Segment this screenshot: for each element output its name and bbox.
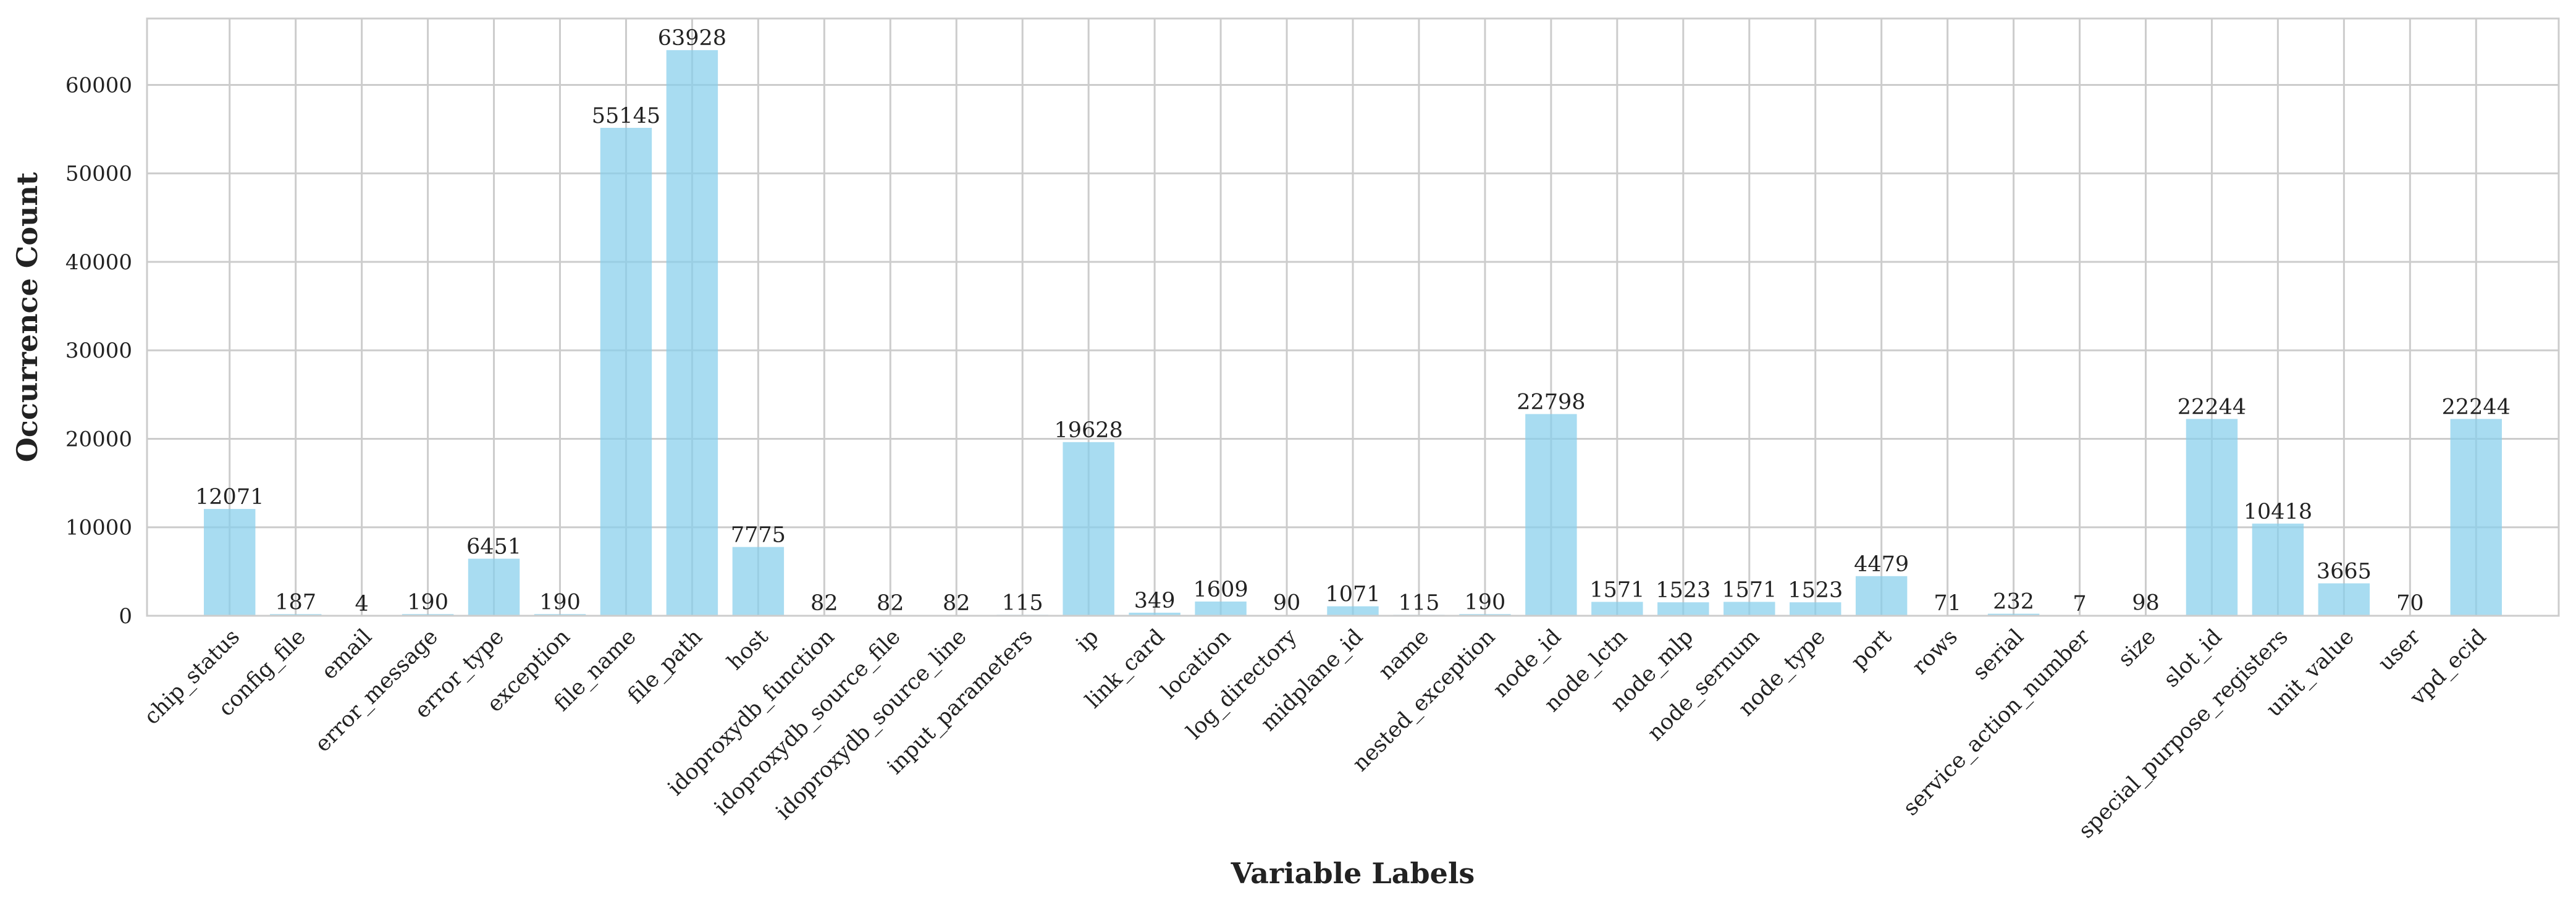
- x-tick-label: user: [2373, 624, 2425, 676]
- data-label: 3665: [2317, 559, 2372, 584]
- bar: [2252, 524, 2304, 616]
- bar: [600, 128, 652, 616]
- data-label: 22244: [2178, 395, 2246, 419]
- data-label: 4: [355, 592, 368, 616]
- x-tick-label: size: [2113, 624, 2161, 672]
- data-label: 63928: [658, 26, 726, 51]
- data-label: 10418: [2244, 500, 2312, 524]
- x-tick-label: port: [1846, 624, 1896, 674]
- y-tick-label: 10000: [65, 516, 132, 540]
- data-label: 7775: [731, 523, 786, 548]
- y-tick-label: 50000: [65, 162, 132, 187]
- data-label: 1071: [1325, 582, 1380, 607]
- y-tick-label: 60000: [65, 73, 132, 98]
- y-tick-label: 20000: [65, 427, 132, 451]
- data-label: 115: [1002, 590, 1043, 615]
- bar: [1063, 442, 1114, 616]
- bar: [1327, 607, 1378, 616]
- x-tick-label: serial: [1968, 624, 2029, 685]
- data-label: 1571: [1722, 577, 1777, 602]
- x-tick-label: ip: [1071, 624, 1103, 657]
- bar: [2186, 419, 2237, 616]
- data-label: 190: [539, 590, 581, 615]
- data-label: 232: [1993, 590, 2034, 615]
- data-label: 82: [877, 591, 904, 616]
- data-label: 187: [275, 590, 316, 615]
- data-label: 98: [2132, 591, 2160, 616]
- data-label: 190: [1465, 590, 1506, 615]
- bar: [1195, 602, 1246, 616]
- bar: [204, 509, 255, 616]
- data-label: 349: [1134, 589, 1176, 613]
- x-axis-title: Variable Labels: [1231, 857, 1475, 890]
- data-label: 6451: [466, 535, 521, 560]
- x-tick-label: host: [723, 624, 773, 675]
- bar: [733, 547, 784, 616]
- x-tick-label: node_sernum: [1643, 624, 1765, 746]
- data-label: 90: [1273, 591, 1301, 616]
- data-label: 12071: [195, 485, 264, 510]
- data-label: 82: [810, 591, 838, 616]
- bar: [1856, 576, 1907, 616]
- bar: [1657, 602, 1709, 616]
- bar: [2318, 583, 2370, 616]
- data-label: 115: [1399, 590, 1440, 615]
- x-tick-label: rows: [1908, 624, 1963, 679]
- bar: [1591, 602, 1643, 616]
- y-tick-label: 0: [119, 604, 132, 629]
- data-label: 71: [1934, 591, 1961, 616]
- data-label: 22244: [2442, 395, 2511, 419]
- data-label: 1609: [1193, 577, 1248, 602]
- y-tick-label: 30000: [65, 338, 132, 363]
- x-tick-label: name: [1374, 624, 1434, 684]
- label-layer: 010000200003000040000500006000012071chip…: [65, 26, 2511, 843]
- data-label: 7: [2073, 592, 2086, 616]
- bar: [1724, 602, 1775, 616]
- bar: [1790, 602, 1841, 616]
- data-label: 22798: [1517, 390, 1585, 414]
- bar: [1525, 414, 1576, 616]
- data-label: 1523: [1788, 578, 1843, 603]
- data-label: 190: [407, 590, 448, 615]
- data-label: 19628: [1054, 418, 1122, 443]
- data-label: 70: [2396, 591, 2424, 616]
- x-tick-label: error_message: [310, 624, 442, 757]
- data-label: 1571: [1589, 577, 1644, 602]
- data-label: 82: [943, 591, 970, 616]
- data-label: 55145: [592, 104, 660, 128]
- bar: [2451, 419, 2502, 616]
- y-axis-title: Occurrence Count: [11, 172, 44, 462]
- x-tick-label: slot_id: [2159, 624, 2227, 692]
- x-tick-label: email: [317, 624, 377, 684]
- y-tick-label: 40000: [65, 250, 132, 275]
- bar: [667, 50, 718, 616]
- data-label: 4479: [1854, 552, 1909, 577]
- bar: [468, 559, 520, 616]
- data-label: 1523: [1656, 578, 1711, 603]
